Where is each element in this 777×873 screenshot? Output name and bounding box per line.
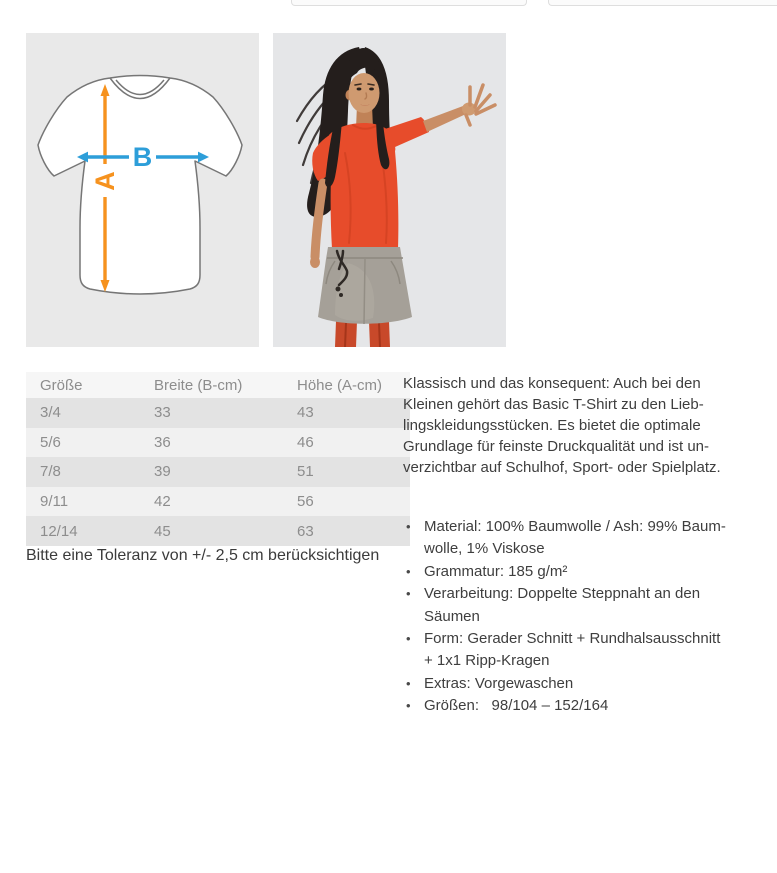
bullet-line: wolle, 1% Viskose xyxy=(424,540,545,558)
legs-tights xyxy=(335,321,390,347)
face-features xyxy=(354,83,375,106)
table-row: 5/6 36 46 xyxy=(26,427,410,458)
list-item: • Verarbeitung: Doppelte Steppnaht an de… xyxy=(403,583,775,628)
bullet-line: Säumen xyxy=(424,607,480,625)
size-diagram-panel[interactable]: A B xyxy=(26,33,259,347)
cell-size: 3/4 xyxy=(40,404,61,422)
drawstring xyxy=(335,249,349,287)
cell-breite: 39 xyxy=(154,463,171,481)
extended-arm-hand xyxy=(423,83,497,132)
hair-front xyxy=(325,48,390,188)
product-description: Klassisch und das konsequent: Auch bei d… xyxy=(403,373,775,718)
product-photo-panel[interactable] xyxy=(273,33,506,347)
table-row: 3/4 33 43 xyxy=(26,398,410,428)
table-row: 9/11 42 56 xyxy=(26,486,410,517)
tolerance-note: Bitte eine Toleranz von +/- 2,5 cm berüc… xyxy=(26,547,380,564)
col-header-breite: Breite (B-cm) xyxy=(154,376,243,394)
width-arrow-b: B xyxy=(77,142,209,172)
list-item: • Form: Gerader Schnitt + Rundhalsaussch… xyxy=(403,628,775,673)
cell-size: 5/6 xyxy=(40,433,61,451)
table-row: 7/8 39 51 xyxy=(26,457,410,487)
height-arrow-a: A xyxy=(90,84,120,292)
table-header-row: Größe Breite (B-cm) Höhe (A-cm) xyxy=(26,372,410,398)
bullet-line: Grammatur: 185 g/m² xyxy=(424,562,568,580)
table-row: 12/14 45 63 xyxy=(26,516,410,546)
cell-hoehe: 51 xyxy=(297,463,314,481)
bullet-icon: • xyxy=(406,631,411,647)
face xyxy=(348,73,380,113)
list-item: • Material: 100% Baumwolle / Ash: 99% Ba… xyxy=(403,516,775,561)
paragraph-line: Grundlage für feinste Druckqualität und … xyxy=(403,438,709,455)
gallery-card-edge xyxy=(548,0,777,6)
bullet-line: Material: 100% Baumwolle / Ash: 99% Baum… xyxy=(424,518,726,535)
gallery-card-edge xyxy=(291,0,527,6)
tshirt-measure-diagram: A B xyxy=(37,74,243,295)
cell-breite: 33 xyxy=(154,404,171,422)
left-arm xyxy=(310,178,328,268)
bullet-line: + 1x1 Ripp-Kragen xyxy=(424,652,550,670)
paragraph-line: lingskleidungsstücken. Es bietet die opt… xyxy=(403,417,701,434)
list-item: • Extras: Vorgewaschen xyxy=(403,673,775,695)
cell-breite: 36 xyxy=(154,433,171,451)
list-item: • Grammatur: 185 g/m² xyxy=(403,561,775,583)
cell-size: 7/8 xyxy=(40,463,61,481)
list-item: • Größen: 98/104 – 152/164 xyxy=(403,695,775,717)
bullet-line: Größen: 98/104 – 152/164 xyxy=(424,697,609,715)
cell-breite: 45 xyxy=(154,522,171,540)
label-b: B xyxy=(133,142,153,172)
cell-hoehe: 46 xyxy=(297,433,314,451)
cell-hoehe: 63 xyxy=(297,522,314,540)
bullet-icon: • xyxy=(406,563,411,579)
paragraph-line: Kleinen gehört das Basic T-Shirt zu den … xyxy=(403,396,704,413)
cell-hoehe: 56 xyxy=(297,493,314,511)
bullet-icon: • xyxy=(406,586,411,602)
denim-skirt xyxy=(318,247,412,325)
size-table: Größe Breite (B-cm) Höhe (A-cm) 3/4 33 4… xyxy=(26,372,410,546)
cell-size: 9/11 xyxy=(40,493,69,511)
paragraph-line: verzichtbar auf Schulhof, Sport- oder Sp… xyxy=(403,459,721,476)
col-header-groesse: Größe xyxy=(40,376,83,394)
bullet-line: Form: Gerader Schnitt + Rundhalsausschni… xyxy=(424,630,721,648)
cell-size: 12/14 xyxy=(40,522,78,540)
col-header-hoehe: Höhe (A-cm) xyxy=(297,376,383,394)
bullet-icon: • xyxy=(406,519,411,534)
paragraph-line: Klassisch und das konsequent: Auch bei d… xyxy=(403,375,701,392)
cell-hoehe: 43 xyxy=(297,404,314,422)
model-photo xyxy=(273,33,506,347)
bullet-line: Extras: Vorgewaschen xyxy=(424,674,574,692)
label-a: A xyxy=(90,171,120,191)
bullet-icon: • xyxy=(406,675,411,691)
bullet-icon: • xyxy=(406,698,411,714)
bullet-line: Verarbeitung: Doppelte Steppnaht an den xyxy=(424,585,701,603)
cell-breite: 42 xyxy=(154,493,171,511)
tshirt-outline-icon xyxy=(37,74,243,295)
feature-bullet-list: • Material: 100% Baumwolle / Ash: 99% Ba… xyxy=(403,516,775,718)
description-paragraph: Klassisch und das konsequent: Auch bei d… xyxy=(403,373,775,478)
